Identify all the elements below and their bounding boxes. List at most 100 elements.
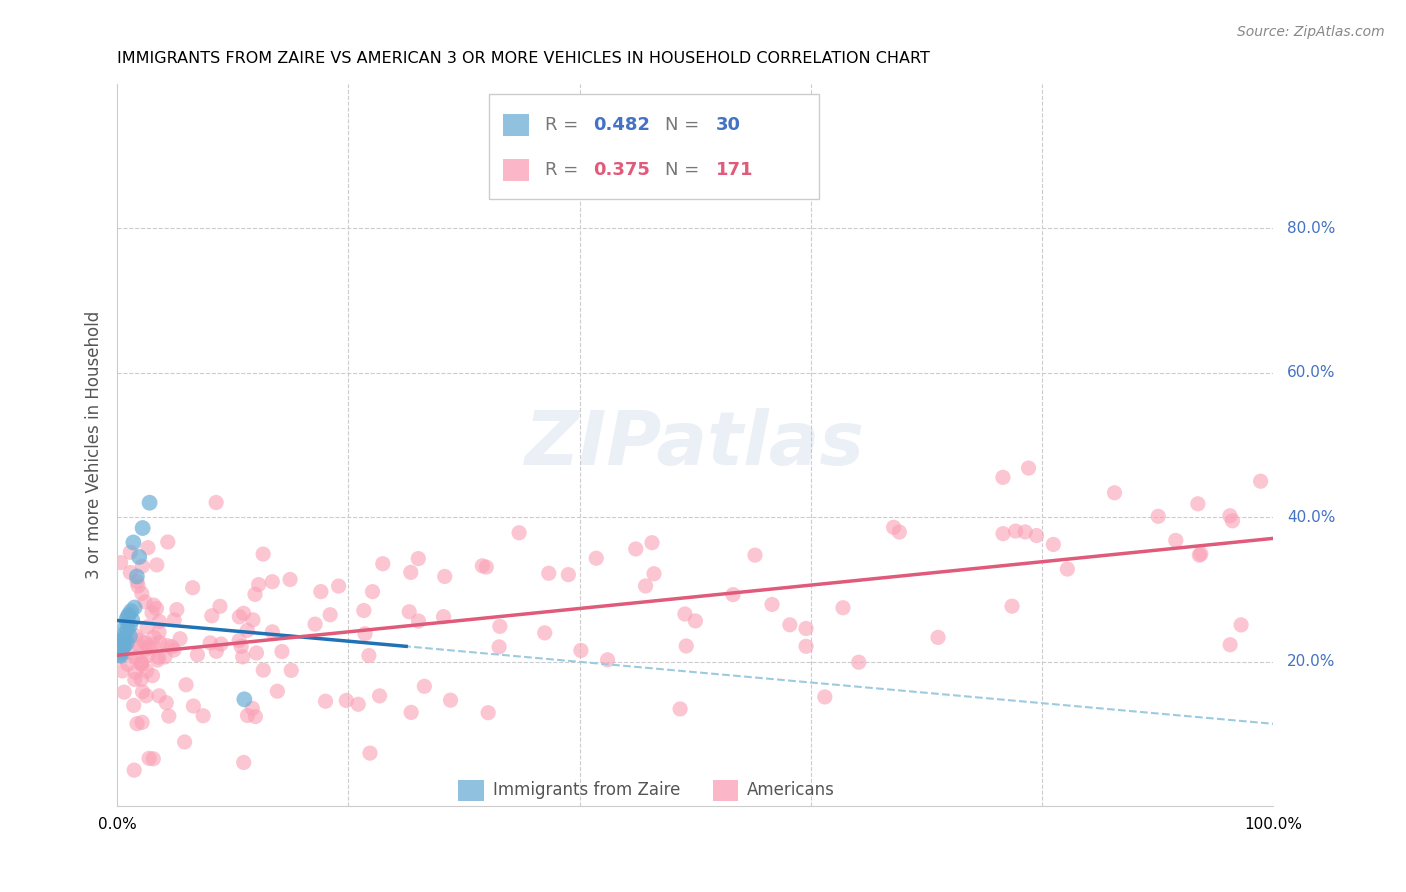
Point bbox=[155, 696, 177, 710]
Point bbox=[115, 637, 138, 651]
Point bbox=[1001, 599, 1024, 614]
Point bbox=[233, 692, 256, 706]
Point bbox=[357, 648, 380, 663]
Point bbox=[319, 607, 342, 622]
Point bbox=[361, 584, 384, 599]
Point bbox=[111, 632, 134, 646]
Point bbox=[848, 655, 870, 669]
Point bbox=[125, 569, 148, 583]
Point bbox=[112, 639, 135, 653]
Text: Americans: Americans bbox=[747, 781, 835, 799]
Point bbox=[201, 608, 224, 623]
Point bbox=[585, 551, 607, 566]
Point bbox=[131, 685, 153, 699]
Point bbox=[634, 579, 657, 593]
Point bbox=[236, 708, 259, 723]
Point bbox=[278, 573, 301, 587]
Point bbox=[721, 588, 744, 602]
Text: N =: N = bbox=[665, 116, 706, 134]
Point bbox=[231, 640, 253, 654]
Point bbox=[118, 607, 141, 622]
Point bbox=[508, 525, 530, 540]
Text: IMMIGRANTS FROM ZAIRE VS AMERICAN 3 OR MORE VEHICLES IN HOUSEHOLD CORRELATION CH: IMMIGRANTS FROM ZAIRE VS AMERICAN 3 OR M… bbox=[117, 51, 929, 66]
Point bbox=[408, 551, 430, 566]
Point bbox=[262, 624, 284, 639]
Point bbox=[181, 581, 204, 595]
Point bbox=[111, 644, 134, 658]
Point bbox=[142, 638, 165, 652]
Point bbox=[439, 693, 461, 707]
Point bbox=[624, 541, 647, 556]
Point bbox=[309, 584, 332, 599]
Point bbox=[245, 646, 267, 660]
Point bbox=[240, 701, 263, 715]
Point bbox=[347, 698, 370, 712]
Point bbox=[131, 656, 153, 670]
Point bbox=[1042, 537, 1064, 551]
Point bbox=[1222, 514, 1244, 528]
Point bbox=[129, 657, 152, 671]
Point bbox=[353, 603, 375, 617]
Point bbox=[148, 625, 170, 640]
Point bbox=[117, 610, 139, 624]
Point bbox=[643, 566, 665, 581]
Point bbox=[1187, 497, 1209, 511]
Text: 0.482: 0.482 bbox=[593, 116, 651, 134]
Point bbox=[477, 706, 499, 720]
Point bbox=[304, 617, 326, 632]
Point bbox=[127, 579, 149, 593]
Point bbox=[200, 636, 222, 650]
Point bbox=[112, 638, 135, 652]
Point bbox=[129, 673, 152, 687]
Point bbox=[280, 664, 302, 678]
Point bbox=[163, 613, 186, 627]
Point bbox=[488, 640, 510, 654]
Point bbox=[156, 535, 179, 549]
Point bbox=[883, 520, 905, 534]
Point bbox=[245, 709, 267, 723]
Point bbox=[744, 548, 766, 562]
Point bbox=[761, 598, 783, 612]
Point bbox=[148, 689, 170, 703]
Point bbox=[136, 541, 159, 555]
Point bbox=[228, 610, 250, 624]
Text: 171: 171 bbox=[716, 161, 754, 179]
Point bbox=[131, 715, 153, 730]
FancyBboxPatch shape bbox=[503, 114, 529, 136]
Point bbox=[991, 526, 1014, 541]
Point bbox=[117, 634, 139, 648]
Point bbox=[1104, 485, 1126, 500]
Point bbox=[208, 599, 231, 614]
Point bbox=[112, 685, 135, 699]
Point bbox=[122, 763, 145, 777]
Point bbox=[115, 613, 138, 627]
Point bbox=[557, 567, 579, 582]
Point bbox=[131, 559, 153, 574]
Point bbox=[252, 663, 274, 677]
Point bbox=[209, 637, 232, 651]
Point bbox=[173, 735, 195, 749]
Text: 20.0%: 20.0% bbox=[1286, 654, 1336, 669]
Point bbox=[110, 648, 132, 663]
Text: Immigrants from Zaire: Immigrants from Zaire bbox=[494, 781, 681, 799]
Text: R =: R = bbox=[546, 161, 583, 179]
Point bbox=[149, 636, 172, 650]
Point bbox=[111, 639, 134, 653]
Point bbox=[1189, 547, 1212, 561]
Point bbox=[413, 679, 436, 693]
FancyBboxPatch shape bbox=[458, 780, 484, 801]
Point bbox=[156, 639, 179, 653]
Point bbox=[779, 617, 801, 632]
Point bbox=[125, 574, 148, 589]
Point bbox=[108, 634, 131, 648]
Point bbox=[120, 604, 142, 618]
Point bbox=[134, 636, 156, 650]
Point bbox=[128, 633, 150, 648]
Point bbox=[399, 706, 422, 720]
Point bbox=[1219, 638, 1241, 652]
Point bbox=[145, 601, 167, 615]
Point bbox=[1188, 548, 1211, 562]
Point bbox=[669, 702, 692, 716]
Point bbox=[183, 699, 205, 714]
Point bbox=[596, 653, 619, 667]
